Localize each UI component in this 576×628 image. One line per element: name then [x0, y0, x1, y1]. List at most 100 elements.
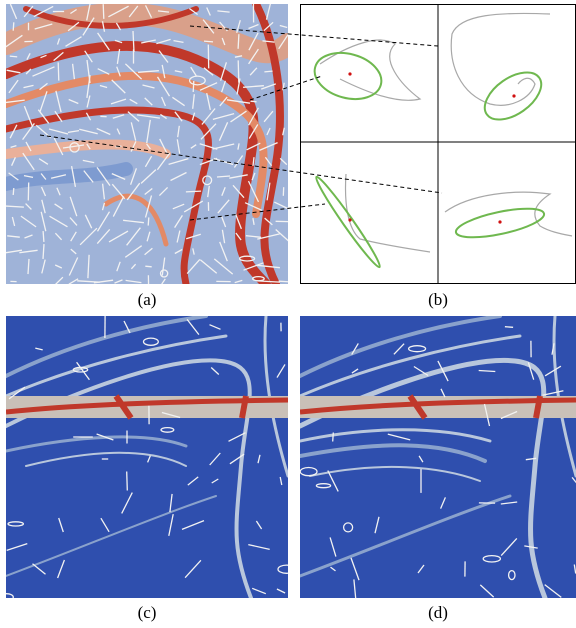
tensor-glyph — [174, 70, 183, 73]
tensor-glyph — [199, 82, 218, 91]
tensor-glyph — [437, 360, 449, 382]
ellipse-glyph — [238, 255, 256, 262]
ridge-line — [300, 494, 512, 578]
tensor-glyph — [96, 228, 111, 245]
tensor-glyph — [237, 34, 240, 49]
ridge-line — [300, 397, 576, 415]
tensor-glyph — [93, 279, 114, 284]
tensor-glyph — [42, 244, 45, 259]
ellipse-glyph — [251, 275, 265, 282]
tensor-glyph — [39, 91, 48, 112]
tensor-glyph — [68, 98, 79, 105]
tensor-glyph — [265, 4, 271, 20]
tensor-glyph — [219, 241, 228, 262]
ridge-line — [407, 394, 543, 420]
tensor-glyph — [7, 235, 20, 238]
tensor-glyph — [245, 235, 262, 238]
tensor-glyph — [132, 30, 135, 53]
ellipse-glyph — [407, 345, 427, 353]
tensor-glyph — [25, 68, 32, 75]
tensor-glyph — [54, 203, 63, 210]
ellipse-glyph — [300, 466, 318, 477]
tensor-glyph — [141, 39, 156, 44]
tensor-glyph — [25, 203, 32, 210]
tensor-glyph — [126, 227, 141, 246]
tensor-glyph — [114, 39, 123, 44]
tensor-glyph — [138, 70, 159, 73]
tensor-glyph — [10, 144, 17, 149]
tensor-glyph — [58, 517, 64, 533]
tensor-glyph — [275, 229, 288, 242]
tensor-glyph — [279, 476, 283, 486]
tensor-glyph — [213, 258, 234, 275]
ridge-band — [6, 4, 288, 64]
tensor-glyph — [237, 60, 240, 83]
tensor-glyph — [116, 66, 121, 77]
tensor-glyph — [33, 5, 54, 18]
tensor-glyph — [250, 100, 257, 103]
tensor-glyph — [219, 96, 228, 107]
tensor-glyph — [84, 50, 93, 63]
tensor-glyph — [191, 112, 196, 121]
tensor-glyph — [9, 124, 18, 139]
tensor-glyph — [125, 279, 142, 284]
tensor-glyph — [544, 365, 562, 377]
tensor-glyph — [157, 10, 170, 13]
tensor-glyph — [144, 195, 153, 218]
tensor-glyph — [111, 79, 126, 94]
tensor-glyph — [127, 111, 140, 122]
tensor-glyph — [276, 588, 286, 594]
tensor-glyph — [110, 98, 127, 105]
tensor-glyph — [54, 110, 63, 123]
tensor-glyph — [190, 66, 197, 77]
tensor-glyph — [96, 127, 111, 136]
ridge-line — [309, 465, 481, 482]
tensor-glyph — [112, 196, 125, 217]
tensor-glyph — [70, 231, 77, 242]
tensor-glyph — [206, 7, 211, 16]
tensor-glyph — [69, 217, 78, 226]
caption-c: (c) — [137, 603, 157, 622]
tensor-glyph — [23, 5, 34, 18]
tensor-glyph — [263, 110, 274, 123]
tensor-glyph — [440, 497, 446, 509]
tensor-glyph — [22, 152, 35, 171]
tensor-glyph — [571, 476, 576, 484]
seed-point — [498, 220, 502, 224]
tensor-glyph — [126, 471, 128, 491]
tensor-glyph — [123, 320, 131, 334]
ellipse-glyph — [315, 483, 332, 489]
panel-d-field-view — [300, 316, 576, 598]
ellipse-glyph — [188, 75, 206, 86]
tensor-glyph — [145, 265, 152, 268]
tensor-glyph — [174, 111, 183, 122]
tensor-glyph — [123, 219, 144, 224]
tensor-glyph — [228, 432, 246, 442]
tensor-glyph — [26, 53, 31, 60]
tensor-glyph — [40, 211, 47, 232]
tensor-glyph — [53, 51, 64, 62]
tensor-glyph — [56, 559, 66, 579]
tensor-glyph — [172, 203, 185, 210]
ridge-line — [103, 193, 169, 247]
ellipse-glyph — [483, 71, 543, 121]
ellipse-glyph — [454, 207, 546, 239]
tensor-glyph — [67, 129, 80, 134]
tensor-glyph — [9, 4, 18, 20]
tensor-glyph — [82, 17, 95, 36]
tensor-glyph — [70, 8, 77, 15]
tensor-glyph — [500, 537, 518, 557]
tensor-glyph — [161, 96, 166, 107]
tensor-glyph — [108, 5, 129, 18]
tensor-glyph — [257, 264, 280, 269]
caption-a: (a) — [137, 290, 157, 309]
trajectory-curve — [444, 191, 573, 237]
tensor-glyph — [500, 410, 518, 420]
seed-point — [348, 72, 352, 76]
tensor-glyph — [56, 38, 61, 45]
tensor-glyph — [121, 492, 133, 514]
panel-a-ftle-field — [6, 4, 288, 284]
ellipse-glyph — [6, 593, 14, 598]
tensor-glyph — [201, 108, 216, 125]
tensor-glyph — [86, 75, 91, 98]
